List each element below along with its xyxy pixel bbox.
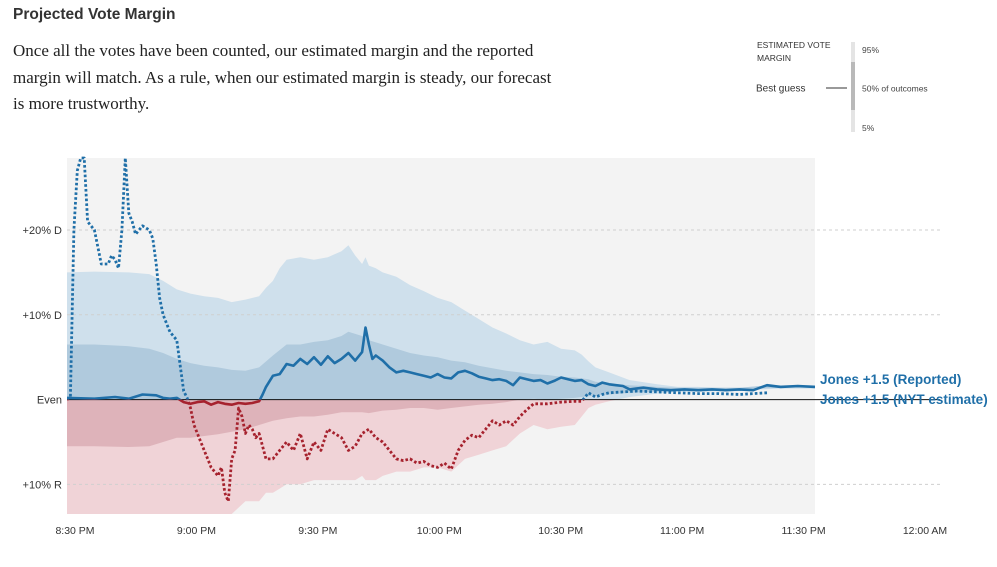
x-tick-label: 12:00 AM (903, 525, 947, 537)
x-tick-label: 9:00 PM (177, 525, 216, 537)
y-tick-label: +10% R (23, 479, 62, 491)
chart-title: Projected Vote Margin (13, 6, 176, 23)
x-tick-label: 10:30 PM (538, 525, 583, 537)
series-end-label-0: Jones +1.5 (Reported) (820, 372, 961, 387)
x-tick-label: 10:00 PM (417, 525, 462, 537)
legend-heading-line2: MARGIN (757, 53, 791, 63)
plot-area: +20% D +10% D Even +10% R 8:30 PM 9:00 PM 9:30… (23, 156, 988, 537)
series-line-0-dem (67, 326, 815, 400)
y-tick-label: +20% D (23, 225, 62, 237)
x-tick-label: 11:30 PM (781, 525, 825, 537)
x-tick-label: 11:00 PM (660, 525, 704, 537)
legend-best-guess: Best guess (756, 84, 805, 95)
x-tick-label: 8:30 PM (55, 525, 94, 537)
series-lines (67, 156, 815, 503)
legend-p50: 50% of outcomes (862, 84, 928, 94)
band-50-rep (67, 399, 548, 447)
x-tick-label: 9:30 PM (298, 525, 337, 537)
legend: ESTIMATED VOTE MARGIN Best guess 95% 50%… (756, 40, 928, 133)
legend-band-inner (851, 62, 855, 110)
legend-p5: 5% (862, 123, 875, 133)
legend-p95: 95% (862, 45, 879, 55)
y-tick-label: Even (37, 395, 62, 407)
series-end-label-1: Jones +1.5 (NYT estimate) (820, 392, 988, 407)
chart-description: Once all the votes have been counted, ou… (13, 41, 552, 113)
band-95-dem (67, 245, 815, 400)
legend-heading-line1: ESTIMATED VOTE (757, 40, 831, 50)
band-50-dem (67, 331, 815, 400)
y-tick-label: +10% D (23, 310, 62, 322)
series-line-0-rep (79, 399, 262, 406)
